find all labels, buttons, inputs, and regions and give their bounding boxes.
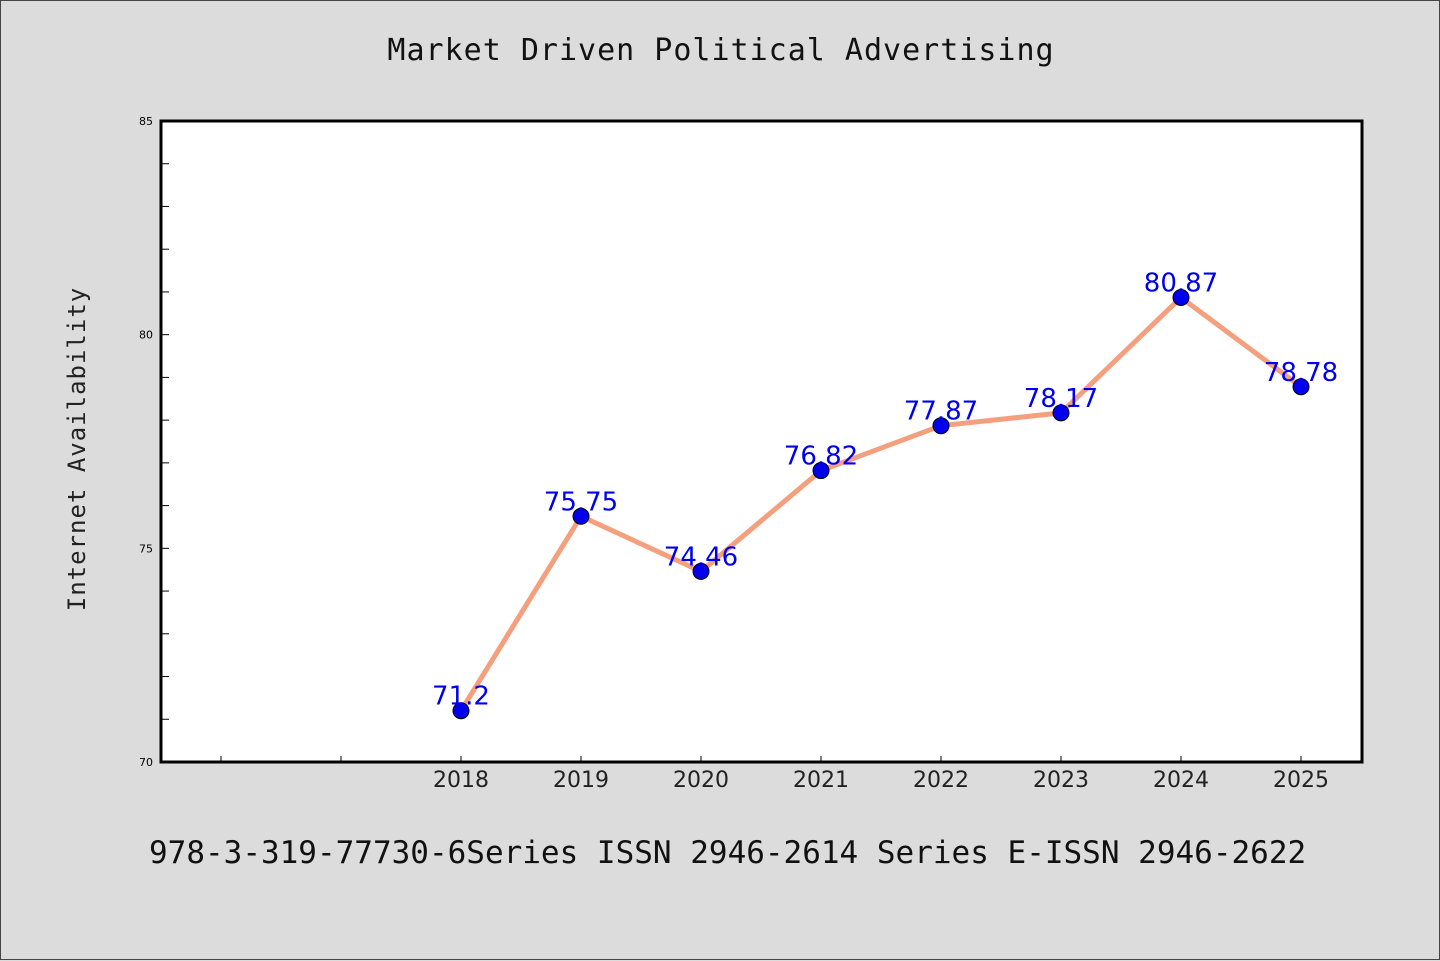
data-label: 80.87 xyxy=(1144,268,1218,298)
data-markers xyxy=(452,288,1310,720)
data-label: 76.82 xyxy=(784,442,858,472)
x-tick-label: 2021 xyxy=(793,768,849,793)
data-point xyxy=(932,417,950,435)
data-point xyxy=(452,702,470,720)
y-tick-label: 85 xyxy=(139,115,153,128)
data-point xyxy=(812,462,830,480)
x-tick-label: 2023 xyxy=(1033,768,1089,793)
x-axis-ticks xyxy=(220,756,1302,762)
x-tick-label: 2024 xyxy=(1153,768,1209,793)
x-tick-label: 2022 xyxy=(913,768,969,793)
data-label: 77.87 xyxy=(904,397,978,427)
data-label: 78.78 xyxy=(1264,358,1338,388)
plot-area xyxy=(159,119,1364,764)
chart-title: Market Driven Political Advertising xyxy=(387,33,1055,68)
data-label: 74.46 xyxy=(664,542,738,572)
y-axis-ticks xyxy=(160,120,169,763)
data-point xyxy=(692,562,710,580)
data-label: 75.75 xyxy=(544,487,618,517)
data-point xyxy=(572,507,590,525)
y-tick-label: 80 xyxy=(139,329,153,342)
series-line xyxy=(458,294,1304,714)
x-axis-tick-labels: 2018 2019 2020 2021 2022 2023 2024 2025 xyxy=(433,768,1329,793)
y-axis-tick-labels: 70 75 80 85 xyxy=(139,115,153,769)
data-point xyxy=(1172,288,1190,306)
x-tick-label: 2019 xyxy=(553,768,609,793)
x-tick-label: 2020 xyxy=(673,768,729,793)
x-tick-label: 2018 xyxy=(433,768,489,793)
data-point xyxy=(1052,404,1070,422)
data-labels: 71.2 75.75 74.46 76.82 77.87 78.17 80.87 78.78 xyxy=(432,268,1338,711)
y-tick-label: 75 xyxy=(139,542,153,555)
data-point xyxy=(1292,378,1310,396)
data-label: 78.17 xyxy=(1024,384,1098,414)
data-label: 71.2 xyxy=(432,682,490,712)
x-tick-label: 2025 xyxy=(1273,768,1329,793)
footer-isbn-issn: 978-3-319-77730-6Series ISSN 2946-2614 S… xyxy=(149,835,1307,871)
y-tick-label: 70 xyxy=(139,756,153,769)
